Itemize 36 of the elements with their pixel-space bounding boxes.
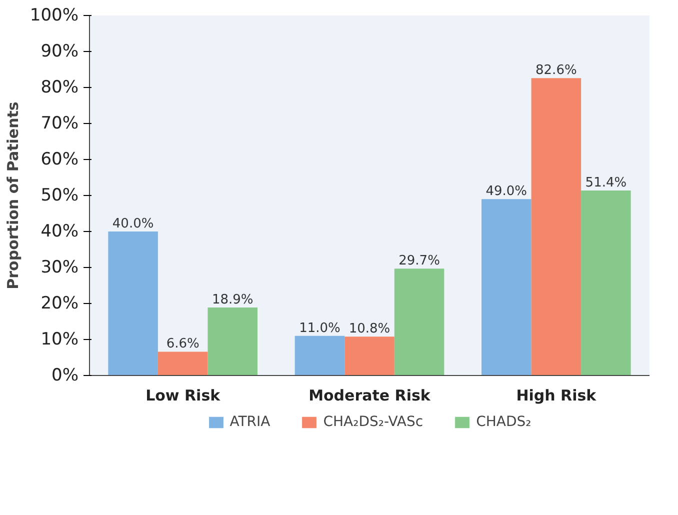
x-tick-label: Moderate Risk	[308, 386, 432, 404]
y-tick-label: 80%	[40, 78, 79, 98]
data-label: 29.7%	[398, 254, 440, 269]
data-label: 49.0%	[486, 184, 528, 200]
y-tick-label: 50%	[40, 186, 79, 206]
legend-label: CHADS₂	[476, 414, 532, 430]
x-tick-label: Low Risk	[146, 386, 222, 404]
bar	[294, 336, 345, 376]
bar	[344, 336, 394, 376]
y-axis-title: Proportion of Patients	[4, 102, 22, 290]
bar	[531, 78, 582, 376]
data-label: 11.0%	[299, 320, 340, 336]
data-label: 40.0%	[112, 216, 154, 232]
bar	[394, 268, 444, 376]
x-tick-label: High Risk	[516, 386, 598, 404]
bar	[482, 199, 532, 376]
y-tick-label: 60%	[40, 150, 79, 170]
y-tick-label: 70%	[40, 114, 79, 134]
bar	[581, 190, 631, 376]
legend-label: ATRIA	[230, 414, 270, 430]
y-tick-label: 40%	[40, 222, 79, 242]
y-tick-label: 30%	[40, 258, 79, 278]
data-label: 18.9%	[212, 292, 254, 308]
data-label: 6.6%	[166, 336, 200, 352]
y-tick-label: 0%	[52, 366, 79, 386]
legend-label: CHA₂DS₂-VASc	[323, 414, 424, 430]
y-tick-label: 90%	[40, 42, 79, 62]
y-tick-label: 20%	[40, 294, 79, 314]
y-tick-label: 10%	[40, 330, 79, 350]
bar	[208, 307, 258, 376]
data-label: 82.6%	[536, 63, 577, 78]
y-tick-label: 100%	[30, 6, 79, 26]
bar	[108, 232, 158, 376]
data-label: 51.4%	[585, 175, 627, 190]
bar	[158, 352, 208, 376]
data-label: 10.8%	[348, 322, 390, 337]
